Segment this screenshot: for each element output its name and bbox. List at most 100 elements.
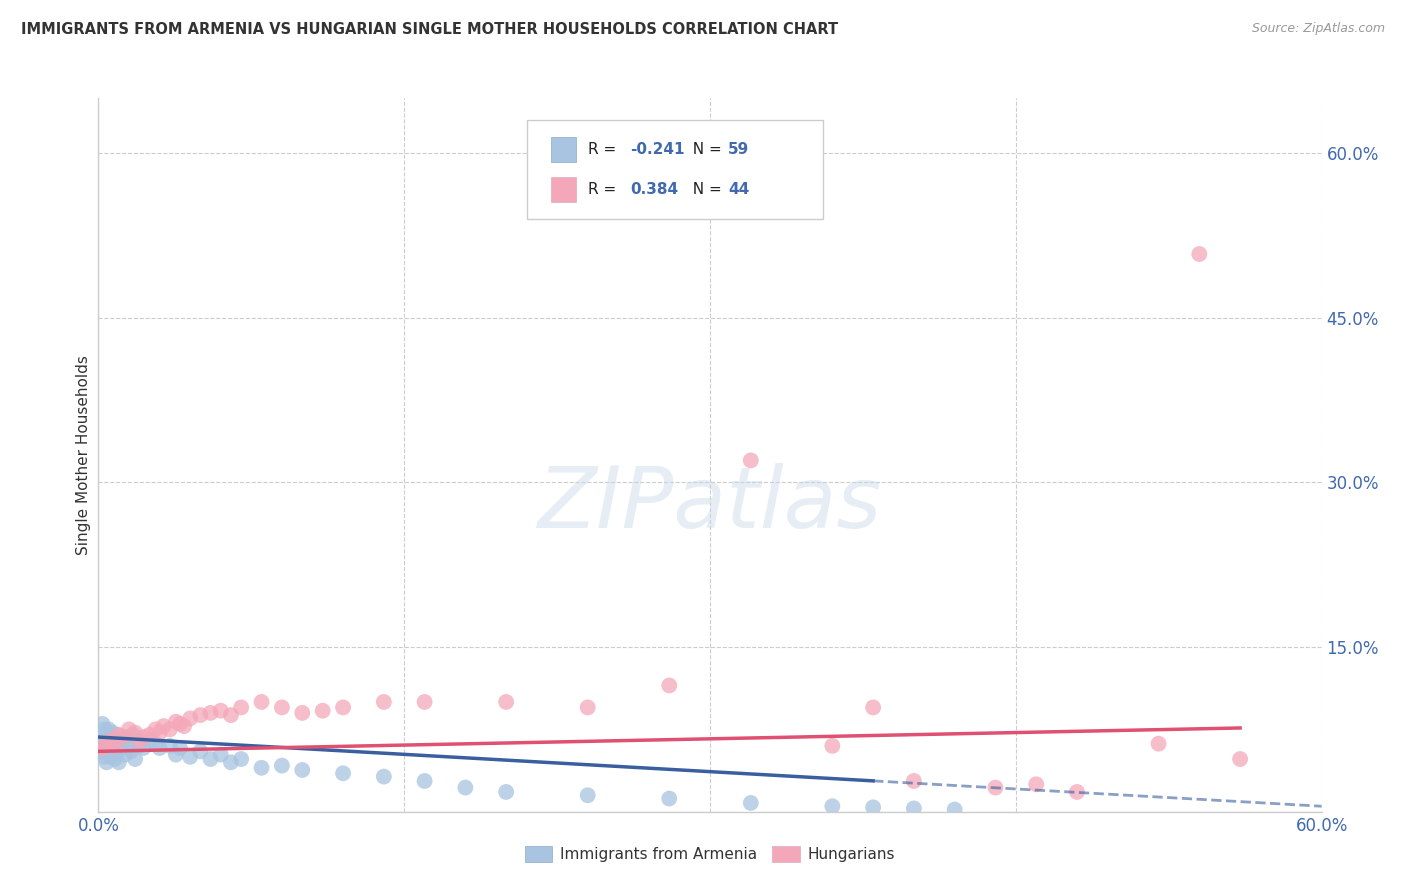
Legend: Immigrants from Armenia, Hungarians: Immigrants from Armenia, Hungarians <box>519 840 901 868</box>
Point <box>1229 752 1251 766</box>
Point <box>740 796 762 810</box>
Point <box>132 730 155 744</box>
Point <box>1147 737 1170 751</box>
Point <box>100 749 122 764</box>
Point <box>124 725 146 739</box>
Point <box>108 737 131 751</box>
Point <box>576 700 599 714</box>
Point <box>179 711 201 725</box>
Point <box>1025 777 1047 791</box>
Text: 0.384: 0.384 <box>630 182 678 196</box>
Point <box>111 733 134 747</box>
Point <box>93 749 115 764</box>
Point <box>332 766 354 780</box>
Point <box>97 730 120 744</box>
Point <box>231 700 253 714</box>
Text: N =: N = <box>683 143 727 157</box>
Point <box>862 800 884 814</box>
Point <box>97 723 120 737</box>
Y-axis label: Single Mother Households: Single Mother Households <box>76 355 91 555</box>
Point <box>270 758 294 772</box>
Point <box>250 695 273 709</box>
Point <box>270 700 294 714</box>
Point <box>89 744 111 758</box>
Point <box>100 733 122 747</box>
Point <box>250 761 273 775</box>
Point <box>104 735 127 749</box>
Point <box>120 744 142 758</box>
Point <box>209 704 232 718</box>
Point <box>115 730 138 744</box>
Point <box>128 739 150 753</box>
Point <box>200 752 222 766</box>
Point <box>111 730 134 744</box>
Point <box>862 700 884 714</box>
Point <box>145 737 167 751</box>
Point <box>96 739 118 753</box>
Point <box>903 801 925 815</box>
Point <box>188 708 212 723</box>
Point <box>118 723 141 737</box>
Text: N =: N = <box>683 182 727 196</box>
Point <box>149 741 172 756</box>
Point <box>96 737 118 751</box>
Point <box>118 739 141 753</box>
Point <box>96 728 118 742</box>
Point <box>413 774 436 789</box>
Point <box>984 780 1007 795</box>
Point <box>188 744 212 758</box>
Point <box>96 756 118 770</box>
Point <box>159 739 181 753</box>
Point <box>124 752 146 766</box>
Point <box>114 747 136 762</box>
Text: -0.241: -0.241 <box>630 143 685 157</box>
Text: Source: ZipAtlas.com: Source: ZipAtlas.com <box>1251 22 1385 36</box>
Point <box>903 774 925 789</box>
Point <box>93 733 115 747</box>
Point <box>576 789 599 803</box>
Point <box>373 770 395 784</box>
Text: R =: R = <box>588 143 621 157</box>
Point <box>108 756 131 770</box>
Point <box>821 739 844 753</box>
Point <box>219 756 242 770</box>
Text: ZIPatlas: ZIPatlas <box>538 463 882 547</box>
Text: 59: 59 <box>728 143 749 157</box>
Point <box>91 741 114 756</box>
Point <box>104 752 127 766</box>
Point <box>128 733 150 747</box>
Point <box>658 678 681 692</box>
Point <box>93 723 115 737</box>
Point <box>132 741 155 756</box>
Point <box>169 741 191 756</box>
Point <box>165 714 187 729</box>
Point <box>821 799 844 814</box>
Point <box>152 719 174 733</box>
Point <box>110 741 132 756</box>
Point <box>179 749 201 764</box>
Point <box>138 728 160 742</box>
Point <box>495 785 517 799</box>
Point <box>108 728 131 742</box>
Point <box>165 747 187 762</box>
Point <box>145 723 167 737</box>
Point <box>105 728 128 742</box>
Point <box>332 700 354 714</box>
Point <box>1188 247 1211 261</box>
Point <box>149 725 172 739</box>
Point <box>104 739 127 753</box>
Point <box>373 695 395 709</box>
Text: 44: 44 <box>728 182 749 196</box>
Point <box>97 744 120 758</box>
Point <box>943 803 966 817</box>
Point <box>219 708 242 723</box>
Point <box>312 704 335 718</box>
Point <box>740 453 762 467</box>
Point <box>1066 785 1088 799</box>
Text: R =: R = <box>588 182 626 196</box>
Point <box>291 763 314 777</box>
Point <box>91 717 114 731</box>
Point <box>231 752 253 766</box>
Point <box>138 733 160 747</box>
Point <box>105 744 128 758</box>
